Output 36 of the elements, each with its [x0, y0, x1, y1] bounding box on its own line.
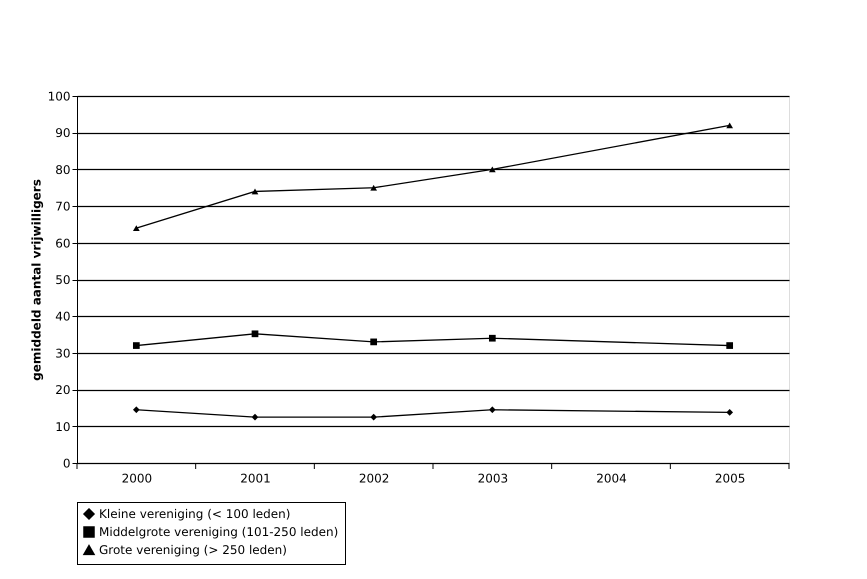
y-tick-label: 90 — [55, 126, 70, 140]
point — [252, 414, 258, 420]
point — [370, 338, 378, 346]
point — [488, 334, 496, 342]
x-tick-label: 2002 — [358, 472, 390, 486]
point — [370, 184, 378, 191]
y-axis-title: gemiddeld aantal vrijwilligers — [30, 179, 44, 381]
point — [132, 342, 140, 349]
point — [726, 409, 734, 416]
point — [488, 406, 496, 414]
y-tick-label: 100 — [48, 90, 70, 104]
x-tick-label: 2004 — [596, 472, 627, 486]
point — [370, 414, 378, 420]
legend-label: Middelgrote vereniging (101-250 leden) — [99, 525, 338, 539]
legend-label: Kleine vereniging (< 100 leden) — [99, 507, 290, 521]
y-tick-label: 10 — [55, 420, 70, 434]
point — [132, 225, 140, 232]
y-tick-label: 50 — [55, 273, 70, 287]
y-tick-label: 60 — [55, 236, 70, 250]
point — [132, 406, 140, 414]
y-tick-label: 0 — [62, 456, 70, 470]
point — [252, 330, 258, 338]
x-tick-label: 2000 — [122, 472, 152, 486]
point — [726, 122, 734, 128]
y-tick-label: 30 — [55, 346, 70, 360]
point — [488, 166, 496, 172]
y-tick-label: 20 — [55, 383, 70, 398]
legend-label: Grote vereniging (> 250 leden) — [99, 543, 287, 557]
y-tick-label: 80 — [55, 162, 70, 177]
point — [252, 188, 258, 194]
x-tick-label: 2001 — [240, 472, 271, 486]
point — [726, 342, 734, 349]
y-tick-label: 40 — [55, 310, 70, 324]
x-tick-label: 2003 — [478, 472, 508, 486]
x-tick-label: 2005 — [714, 472, 746, 486]
y-tick-label: 70 — [55, 200, 70, 214]
